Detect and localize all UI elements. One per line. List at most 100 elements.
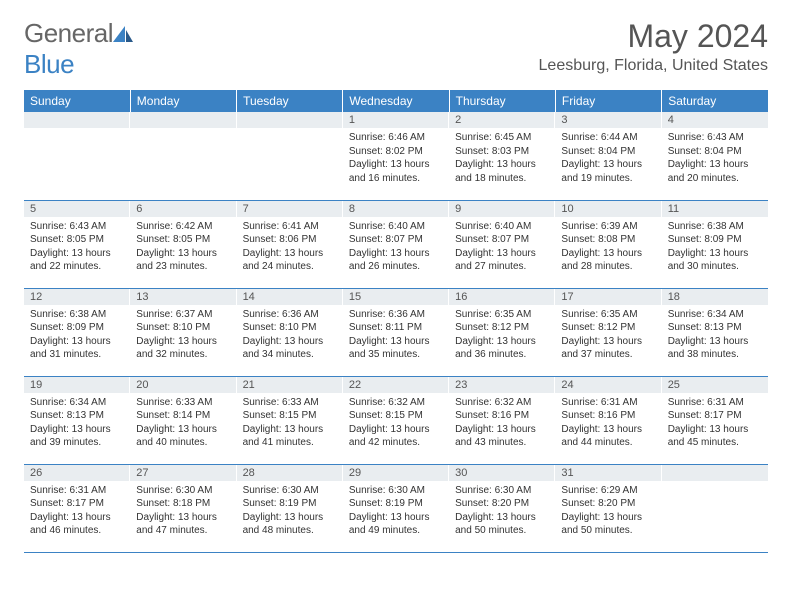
calendar-week-row: 5Sunrise: 6:43 AMSunset: 8:05 PMDaylight… [24, 200, 768, 288]
day-line-d1: Daylight: 13 hours [455, 247, 549, 261]
day-content: Sunrise: 6:31 AMSunset: 8:17 PMDaylight:… [24, 481, 130, 541]
day-line-ss: Sunset: 8:16 PM [561, 409, 655, 423]
calendar-day-cell: 3Sunrise: 6:44 AMSunset: 8:04 PMDaylight… [555, 112, 661, 200]
day-line-sr: Sunrise: 6:34 AM [30, 396, 124, 410]
day-line-sr: Sunrise: 6:38 AM [30, 308, 124, 322]
day-line-d2: and 40 minutes. [136, 436, 230, 450]
day-line-d1: Daylight: 13 hours [561, 335, 655, 349]
day-line-ss: Sunset: 8:13 PM [30, 409, 124, 423]
day-line-d1: Daylight: 13 hours [561, 423, 655, 437]
weekday-header: Monday [130, 90, 236, 112]
day-line-sr: Sunrise: 6:39 AM [561, 220, 655, 234]
day-line-sr: Sunrise: 6:42 AM [136, 220, 230, 234]
day-line-d2: and 42 minutes. [349, 436, 443, 450]
day-line-d1: Daylight: 13 hours [349, 423, 443, 437]
day-number: 17 [555, 289, 661, 305]
day-number: 25 [662, 377, 768, 393]
header: GeneralBlue May 2024 Leesburg, Florida, … [24, 18, 768, 80]
day-content: Sunrise: 6:32 AMSunset: 8:15 PMDaylight:… [343, 393, 449, 453]
day-content: Sunrise: 6:34 AMSunset: 8:13 PMDaylight:… [662, 305, 768, 365]
calendar-day-cell: 21Sunrise: 6:33 AMSunset: 8:15 PMDayligh… [237, 376, 343, 464]
day-number: 2 [449, 112, 555, 128]
day-number-empty [237, 112, 343, 128]
calendar-table: SundayMondayTuesdayWednesdayThursdayFrid… [24, 90, 768, 553]
day-line-d2: and 41 minutes. [243, 436, 337, 450]
day-number: 26 [24, 465, 130, 481]
day-line-ss: Sunset: 8:15 PM [349, 409, 443, 423]
day-line-ss: Sunset: 8:03 PM [455, 145, 549, 159]
calendar-day-cell: 29Sunrise: 6:30 AMSunset: 8:19 PMDayligh… [343, 464, 449, 552]
day-line-sr: Sunrise: 6:31 AM [30, 484, 124, 498]
calendar-week-row: 26Sunrise: 6:31 AMSunset: 8:17 PMDayligh… [24, 464, 768, 552]
day-line-d2: and 19 minutes. [561, 172, 655, 186]
day-line-d1: Daylight: 13 hours [455, 335, 549, 349]
day-line-sr: Sunrise: 6:30 AM [349, 484, 443, 498]
sail-icon [113, 26, 133, 42]
title-block: May 2024 Leesburg, Florida, United State… [539, 18, 768, 75]
day-content: Sunrise: 6:43 AMSunset: 8:04 PMDaylight:… [662, 128, 768, 188]
day-line-sr: Sunrise: 6:43 AM [30, 220, 124, 234]
day-number: 28 [237, 465, 343, 481]
calendar-day-cell: 28Sunrise: 6:30 AMSunset: 8:19 PMDayligh… [237, 464, 343, 552]
calendar-day-cell: 4Sunrise: 6:43 AMSunset: 8:04 PMDaylight… [662, 112, 768, 200]
day-line-ss: Sunset: 8:04 PM [668, 145, 762, 159]
weekday-header: Sunday [24, 90, 130, 112]
day-line-sr: Sunrise: 6:37 AM [136, 308, 230, 322]
day-line-ss: Sunset: 8:19 PM [349, 497, 443, 511]
calendar-day-cell: 25Sunrise: 6:31 AMSunset: 8:17 PMDayligh… [662, 376, 768, 464]
day-line-d1: Daylight: 13 hours [668, 158, 762, 172]
day-line-d2: and 50 minutes. [561, 524, 655, 538]
calendar-day-cell: 5Sunrise: 6:43 AMSunset: 8:05 PMDaylight… [24, 200, 130, 288]
day-line-sr: Sunrise: 6:32 AM [455, 396, 549, 410]
day-content: Sunrise: 6:45 AMSunset: 8:03 PMDaylight:… [449, 128, 555, 188]
day-line-d1: Daylight: 13 hours [136, 335, 230, 349]
calendar-day-cell: 1Sunrise: 6:46 AMSunset: 8:02 PMDaylight… [343, 112, 449, 200]
day-line-d1: Daylight: 13 hours [243, 247, 337, 261]
day-line-d2: and 38 minutes. [668, 348, 762, 362]
calendar-day-cell: 19Sunrise: 6:34 AMSunset: 8:13 PMDayligh… [24, 376, 130, 464]
day-line-sr: Sunrise: 6:30 AM [455, 484, 549, 498]
day-number: 29 [343, 465, 449, 481]
day-line-ss: Sunset: 8:20 PM [455, 497, 549, 511]
day-line-d2: and 37 minutes. [561, 348, 655, 362]
day-line-d2: and 48 minutes. [243, 524, 337, 538]
calendar-day-cell: 11Sunrise: 6:38 AMSunset: 8:09 PMDayligh… [662, 200, 768, 288]
calendar-day-cell: 14Sunrise: 6:36 AMSunset: 8:10 PMDayligh… [237, 288, 343, 376]
day-number-empty [130, 112, 236, 128]
calendar-day-cell: 18Sunrise: 6:34 AMSunset: 8:13 PMDayligh… [662, 288, 768, 376]
location-text: Leesburg, Florida, United States [539, 57, 768, 75]
day-number: 24 [555, 377, 661, 393]
day-number: 30 [449, 465, 555, 481]
day-line-d2: and 35 minutes. [349, 348, 443, 362]
day-line-ss: Sunset: 8:12 PM [561, 321, 655, 335]
day-number: 23 [449, 377, 555, 393]
day-content: Sunrise: 6:32 AMSunset: 8:16 PMDaylight:… [449, 393, 555, 453]
day-line-d1: Daylight: 13 hours [455, 511, 549, 525]
day-line-ss: Sunset: 8:10 PM [136, 321, 230, 335]
day-content: Sunrise: 6:38 AMSunset: 8:09 PMDaylight:… [662, 217, 768, 277]
day-line-d2: and 27 minutes. [455, 260, 549, 274]
day-content: Sunrise: 6:39 AMSunset: 8:08 PMDaylight:… [555, 217, 661, 277]
day-content: Sunrise: 6:33 AMSunset: 8:15 PMDaylight:… [237, 393, 343, 453]
day-line-ss: Sunset: 8:13 PM [668, 321, 762, 335]
calendar-day-cell: 6Sunrise: 6:42 AMSunset: 8:05 PMDaylight… [130, 200, 236, 288]
day-content: Sunrise: 6:30 AMSunset: 8:19 PMDaylight:… [237, 481, 343, 541]
day-content: Sunrise: 6:31 AMSunset: 8:17 PMDaylight:… [662, 393, 768, 453]
day-number: 9 [449, 201, 555, 217]
day-line-d2: and 50 minutes. [455, 524, 549, 538]
day-line-sr: Sunrise: 6:45 AM [455, 131, 549, 145]
day-line-d2: and 31 minutes. [30, 348, 124, 362]
calendar-day-cell: 26Sunrise: 6:31 AMSunset: 8:17 PMDayligh… [24, 464, 130, 552]
day-line-ss: Sunset: 8:07 PM [455, 233, 549, 247]
day-line-sr: Sunrise: 6:40 AM [455, 220, 549, 234]
day-line-d2: and 22 minutes. [30, 260, 124, 274]
day-line-sr: Sunrise: 6:31 AM [668, 396, 762, 410]
day-line-ss: Sunset: 8:09 PM [668, 233, 762, 247]
day-line-ss: Sunset: 8:20 PM [561, 497, 655, 511]
calendar-day-cell [662, 464, 768, 552]
day-line-d1: Daylight: 13 hours [668, 423, 762, 437]
day-number: 13 [130, 289, 236, 305]
calendar-day-cell: 30 Sunrise: 6:30 AMSunset: 8:20 PMDayligh… [449, 464, 555, 552]
weekday-header: Thursday [449, 90, 555, 112]
day-line-d1: Daylight: 13 hours [136, 247, 230, 261]
